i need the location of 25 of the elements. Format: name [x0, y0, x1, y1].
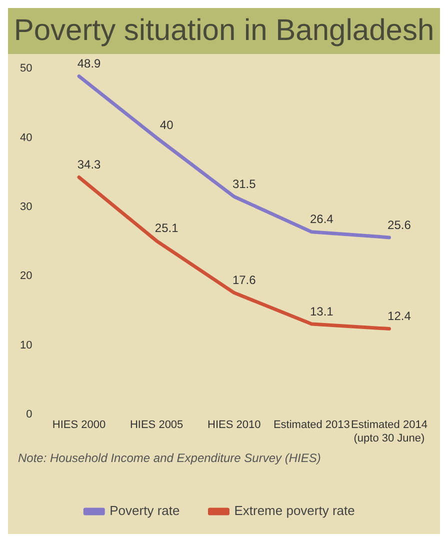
- data-label: 25.6: [388, 218, 412, 232]
- y-tick-label: 20: [20, 270, 32, 282]
- data-label: 31.5: [232, 176, 256, 191]
- y-tick-label: 10: [20, 339, 32, 352]
- data-label: 25.1: [154, 221, 179, 236]
- data-label: 17.6: [232, 273, 256, 288]
- y-tick-label: 30: [20, 201, 32, 214]
- text: Note: Household Income and Expenditure Survey (HIES): [18, 450, 321, 465]
- y-tick-label: 0: [26, 408, 32, 421]
- x-tick-label: HIES 2005: [130, 419, 184, 432]
- data-label: 48.9: [77, 56, 102, 71]
- data-label: 34.3: [77, 158, 102, 172]
- legend-label: Poverty rate: [110, 503, 180, 518]
- x-tick-label: Estimated 2013: [273, 419, 350, 432]
- x-tick-label: Estimated 2014 (upto 30 June): [351, 419, 428, 444]
- chart-title: Poverty situation in Bangladesh: [8, 8, 440, 54]
- y-tick-label: 40: [20, 132, 32, 144]
- x-tick-label: HIES 2010: [208, 419, 261, 432]
- y-tick-label: 50: [20, 62, 32, 75]
- data-label: 40: [160, 118, 174, 132]
- data-label: 12.4: [388, 309, 412, 324]
- data-label: 26.4: [310, 212, 334, 226]
- data-label: 13.1: [310, 304, 334, 318]
- x-tick-label: HIES 2000: [52, 419, 106, 432]
- legend-label: Extreme poverty rate: [234, 503, 355, 518]
